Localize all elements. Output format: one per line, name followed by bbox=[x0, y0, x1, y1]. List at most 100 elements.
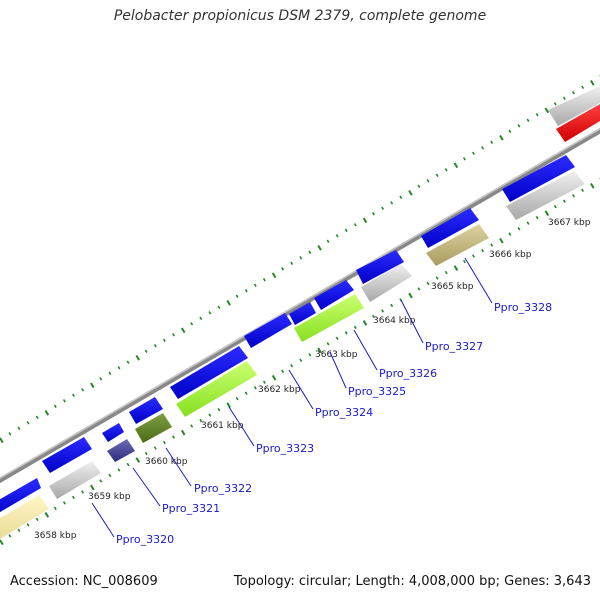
tick-mark bbox=[90, 484, 95, 491]
tick-mark bbox=[326, 342, 330, 346]
cds-feature bbox=[244, 313, 292, 348]
tick-mark bbox=[362, 320, 368, 326]
kbp-label: 3659 kbp bbox=[88, 492, 131, 502]
tick-mark bbox=[581, 188, 585, 192]
tick-mark bbox=[353, 325, 357, 330]
lime-feature bbox=[294, 294, 364, 342]
tick-mark bbox=[235, 396, 239, 401]
yellow-feature bbox=[0, 495, 49, 539]
tick-mark bbox=[17, 426, 21, 430]
tick-mark bbox=[435, 173, 439, 177]
tick-mark bbox=[271, 374, 277, 381]
gene-leader-line bbox=[329, 351, 347, 389]
tick-mark bbox=[453, 162, 459, 169]
tick-mark bbox=[17, 528, 21, 533]
tick-mark bbox=[517, 226, 521, 231]
cds-feature bbox=[289, 302, 316, 325]
tick-mark bbox=[490, 140, 494, 144]
kbp-labels: 3658 kbp 3659 kbp 3660 kbp 3661 kbp 3662 kbp… bbox=[34, 218, 591, 541]
tick-mark bbox=[472, 254, 475, 258]
tick-mark bbox=[290, 261, 294, 265]
tick-mark bbox=[144, 451, 148, 456]
tick-mark bbox=[62, 399, 66, 403]
tick-mark bbox=[153, 446, 157, 450]
tick-mark bbox=[435, 276, 439, 280]
tick-ring-inner bbox=[0, 178, 600, 546]
gene-leader-line bbox=[464, 257, 493, 304]
tick-mark bbox=[535, 113, 539, 117]
gene-label[interactable]: Ppro_3328 bbox=[494, 301, 552, 314]
lime-feature bbox=[176, 361, 257, 417]
tick-mark bbox=[381, 206, 385, 210]
tick-mark bbox=[244, 289, 248, 293]
cds-feature bbox=[421, 208, 479, 248]
tick-mark bbox=[190, 322, 194, 326]
tick-mark bbox=[408, 292, 413, 299]
gray-feature bbox=[506, 171, 585, 220]
tick-mark bbox=[81, 388, 85, 392]
tick-mark bbox=[317, 244, 322, 251]
gene-label[interactable]: Ppro_3322 bbox=[194, 482, 252, 495]
gene-label[interactable]: Ppro_3323 bbox=[256, 442, 314, 455]
tick-mark bbox=[135, 354, 141, 361]
tick-mark bbox=[526, 221, 530, 225]
tick-mark bbox=[99, 479, 103, 483]
tick-mark bbox=[590, 79, 595, 86]
gene-label[interactable]: Ppro_3324 bbox=[315, 406, 373, 419]
kbp-label: 3661 kbp bbox=[201, 421, 244, 431]
tick-mark bbox=[53, 506, 57, 511]
forward-features bbox=[0, 155, 575, 513]
olive-feature bbox=[135, 413, 172, 443]
map-title: Pelobacter propionicus DSM 2379, complet… bbox=[113, 8, 487, 24]
tick-mark bbox=[162, 440, 166, 445]
tick-mark bbox=[26, 421, 30, 425]
tick-mark bbox=[399, 195, 403, 199]
tick-mark bbox=[208, 311, 212, 315]
tick-ring-outer bbox=[0, 75, 600, 444]
tick-mark bbox=[590, 182, 595, 189]
gene-label[interactable]: Ppro_3327 bbox=[425, 340, 483, 353]
tick-mark bbox=[481, 146, 485, 150]
tick-mark bbox=[372, 314, 375, 319]
tick-mark bbox=[281, 369, 285, 373]
tick-mark bbox=[217, 407, 221, 412]
gene-leader-line bbox=[228, 406, 255, 447]
gene-label[interactable]: Ppro_3325 bbox=[348, 385, 406, 398]
tick-mark bbox=[226, 402, 231, 409]
tick-mark bbox=[180, 327, 186, 334]
tick-mark bbox=[72, 495, 75, 500]
tick-mark bbox=[462, 157, 466, 161]
tick-mark bbox=[172, 333, 175, 337]
gene-label[interactable]: Ppro_3326 bbox=[379, 367, 437, 380]
cds-feature bbox=[170, 346, 248, 399]
tick-mark bbox=[290, 364, 294, 368]
tick-mark bbox=[108, 473, 112, 478]
gene-label[interactable]: Ppro_3320 bbox=[116, 533, 174, 546]
tick-mark bbox=[408, 189, 413, 196]
tick-mark bbox=[562, 96, 566, 100]
tick-mark bbox=[490, 243, 494, 247]
tick-mark bbox=[444, 168, 448, 172]
tick-mark bbox=[135, 457, 141, 463]
tick-mark bbox=[335, 336, 339, 341]
gray-feature bbox=[49, 461, 101, 499]
cds-feature bbox=[356, 250, 404, 284]
genome-backbone bbox=[0, 127, 600, 484]
cds-feature bbox=[42, 437, 92, 473]
tick-mark bbox=[62, 501, 66, 505]
tick-mark bbox=[53, 404, 57, 408]
tick-mark bbox=[180, 429, 186, 436]
kbp-label: 3658 kbp bbox=[34, 531, 77, 541]
gene-leader-line bbox=[91, 502, 115, 538]
tick-mark bbox=[326, 239, 330, 243]
tick-mark bbox=[35, 517, 39, 522]
tick-mark bbox=[299, 256, 303, 260]
gene-label[interactable]: Ppro_3321 bbox=[162, 502, 220, 515]
tick-mark bbox=[299, 358, 303, 362]
tick-mark bbox=[426, 179, 430, 183]
tick-mark bbox=[126, 462, 130, 467]
tick-mark bbox=[553, 205, 557, 209]
tick-mark bbox=[462, 259, 466, 264]
tick-mark bbox=[244, 391, 248, 395]
tick-mark bbox=[81, 490, 85, 494]
